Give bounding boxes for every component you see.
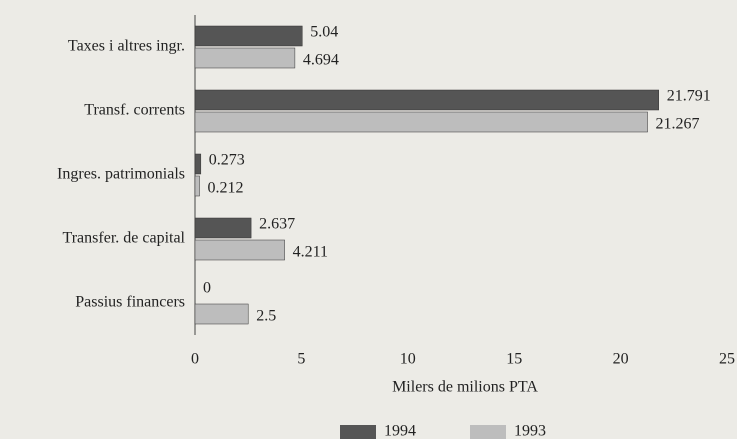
bar	[194, 153, 202, 175]
x-tick-label: 0	[191, 351, 199, 368]
bar	[194, 303, 249, 325]
y-tick-label: Transfer. de capital	[63, 230, 186, 247]
value-label: 0.273	[209, 152, 245, 169]
x-axis-label: Milers de milions PTA	[392, 379, 538, 396]
bar	[194, 47, 296, 69]
value-label: 2.5	[256, 308, 276, 325]
value-label: 21.267	[656, 116, 700, 133]
bar	[194, 25, 303, 47]
x-tick-label: 25	[719, 351, 735, 368]
value-label: 2.637	[259, 216, 295, 233]
x-tick-label: 10	[400, 351, 416, 368]
bar	[194, 89, 659, 111]
value-label: 4.694	[303, 52, 339, 69]
legend-label: 1994	[384, 423, 416, 439]
value-label: 4.211	[293, 244, 328, 261]
y-tick-label: Passius financers	[75, 294, 185, 311]
bar	[194, 175, 200, 197]
y-tick-label: Transf. corrents	[84, 102, 185, 119]
value-label: 5.04	[310, 24, 338, 41]
bar	[194, 239, 285, 261]
y-tick-label: Taxes i altres ingr.	[68, 38, 185, 55]
bar	[194, 217, 252, 239]
value-label: 0.212	[208, 180, 244, 197]
y-tick-label: Ingres. patrimonials	[57, 166, 185, 183]
value-label: 21.791	[667, 88, 711, 105]
value-label: 0	[203, 280, 211, 297]
legend-label: 1993	[514, 423, 546, 439]
x-tick-label: 5	[297, 351, 305, 368]
x-tick-label: 20	[613, 351, 629, 368]
bar	[194, 111, 648, 133]
legend-swatch	[470, 425, 506, 439]
legend-swatch	[340, 425, 376, 439]
x-tick-label: 15	[506, 351, 522, 368]
